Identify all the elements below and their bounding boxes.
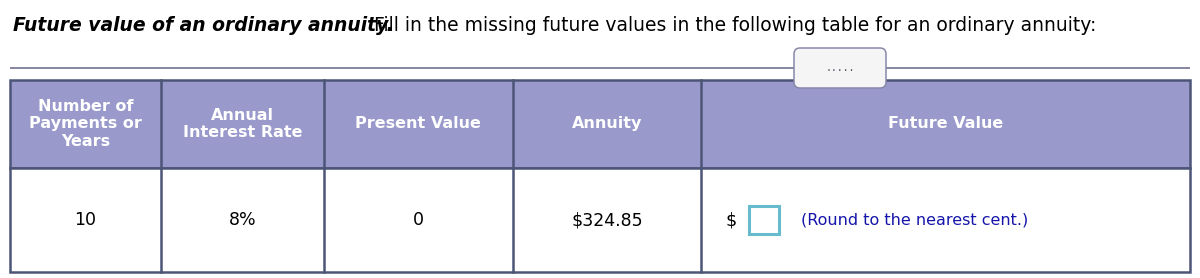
Text: Present Value: Present Value bbox=[355, 116, 481, 131]
Text: 8%: 8% bbox=[229, 211, 257, 229]
FancyBboxPatch shape bbox=[794, 48, 886, 88]
Text: 10: 10 bbox=[74, 211, 96, 229]
Text: Number of
Payments or
Years: Number of Payments or Years bbox=[29, 99, 142, 149]
Bar bbox=[10, 80, 1190, 168]
Text: $324.85: $324.85 bbox=[571, 211, 643, 229]
Text: 0: 0 bbox=[413, 211, 424, 229]
Text: .....: ..... bbox=[826, 63, 854, 73]
Text: Annuity: Annuity bbox=[572, 116, 642, 131]
Text: (Round to the nearest cent.): (Round to the nearest cent.) bbox=[802, 212, 1028, 227]
Text: $: $ bbox=[726, 211, 737, 229]
Text: Fill in the missing future values in the following table for an ordinary annuity: Fill in the missing future values in the… bbox=[362, 16, 1097, 35]
Bar bbox=[10, 168, 1190, 272]
Text: Future Value: Future Value bbox=[888, 116, 1003, 131]
Text: Future value of an ordinary annuity.: Future value of an ordinary annuity. bbox=[13, 16, 394, 35]
Text: Annual
Interest Rate: Annual Interest Rate bbox=[182, 108, 302, 140]
Bar bbox=[750, 206, 780, 234]
